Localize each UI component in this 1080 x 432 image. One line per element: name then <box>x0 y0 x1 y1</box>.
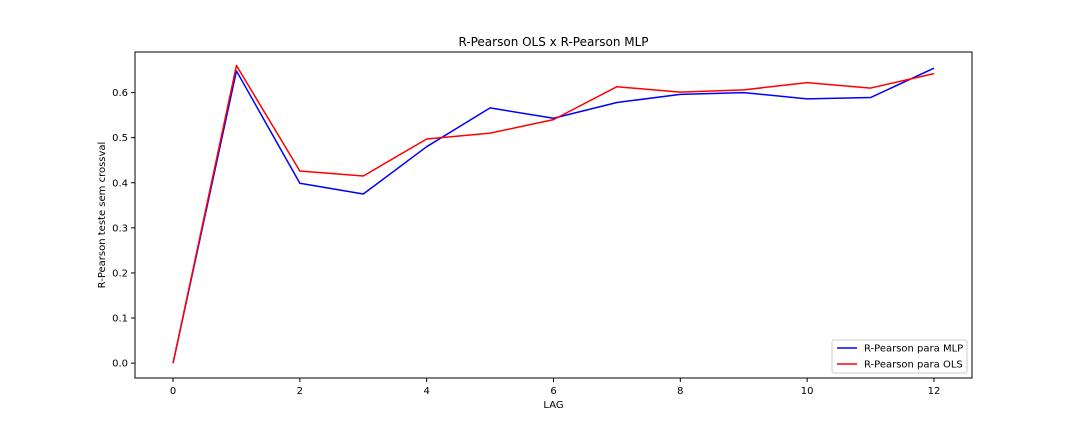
x-tick-label: 0 <box>170 386 176 397</box>
legend-label-mlp: R-Pearson para MLP <box>864 344 963 355</box>
y-tick-label: 0.3 <box>112 223 128 234</box>
chart-title: R-Pearson OLS x R-Pearson MLP <box>458 35 648 49</box>
series-line-mlp <box>172 67 935 364</box>
x-tick-label: 10 <box>801 386 814 397</box>
y-tick-label: 0.5 <box>112 133 128 144</box>
series-lines <box>172 64 935 364</box>
x-axis: 0 2 4 6 8 10 12 <box>170 378 940 397</box>
y-tick-label: 0.0 <box>112 359 128 370</box>
x-tick-label: 6 <box>550 386 556 397</box>
legend-label-ols: R-Pearson para OLS <box>864 360 963 371</box>
y-tick-label: 0.1 <box>112 314 128 325</box>
y-axis-label: R-Pearson teste sem crossval <box>97 142 108 289</box>
y-tick-label: 0.2 <box>112 268 128 279</box>
y-tick-label: 0.4 <box>112 178 128 189</box>
x-tick-label: 2 <box>297 386 303 397</box>
series-line-ols <box>172 64 935 364</box>
x-tick-label: 12 <box>928 386 941 397</box>
x-tick-label: 4 <box>423 386 429 397</box>
legend-box <box>831 339 968 374</box>
y-tick-label: 0.6 <box>112 88 128 99</box>
legend: R-Pearson para MLP R-Pearson para OLS <box>831 339 968 374</box>
y-axis: 0.0 0.1 0.2 0.3 0.4 0.5 0.6 <box>112 88 135 370</box>
plot-area <box>134 51 973 379</box>
x-axis-label: LAG <box>543 400 563 411</box>
x-tick-label: 8 <box>677 386 683 397</box>
